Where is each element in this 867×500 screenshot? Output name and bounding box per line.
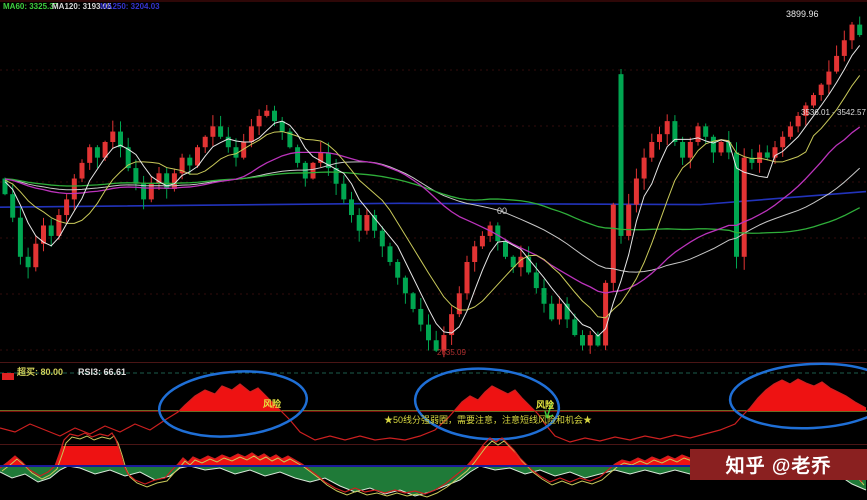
ma250-label: MA250: 3204.03 (100, 2, 160, 11)
high-price-label: 3899.96 (786, 9, 819, 19)
risk-label-1: 风险 (263, 399, 282, 409)
indicator-legend-icon (2, 373, 14, 380)
ma120-label: MA120: 3193.05 (52, 2, 112, 11)
strategy-note-label: ★50线分强弱圈，需要注意，注意短线风险和机会★ (384, 415, 593, 425)
risk-label-2: 风险 (536, 400, 555, 410)
overbought-level-label: 超买: 80.00 (17, 367, 64, 377)
price-range-label: 3536.01 - 3542.57 (801, 108, 866, 117)
rsi3-value-label: RSI3: 66.61 (78, 367, 127, 377)
misc-price-label: 00 (497, 206, 508, 216)
ma60-label: MA60: 3325.37 (3, 2, 59, 11)
zhihu-watermark-banner: 知乎 @老乔 (690, 449, 867, 480)
low-price-label: 2635.09 (437, 348, 466, 357)
watermark-text: 知乎 @老乔 (725, 456, 832, 477)
